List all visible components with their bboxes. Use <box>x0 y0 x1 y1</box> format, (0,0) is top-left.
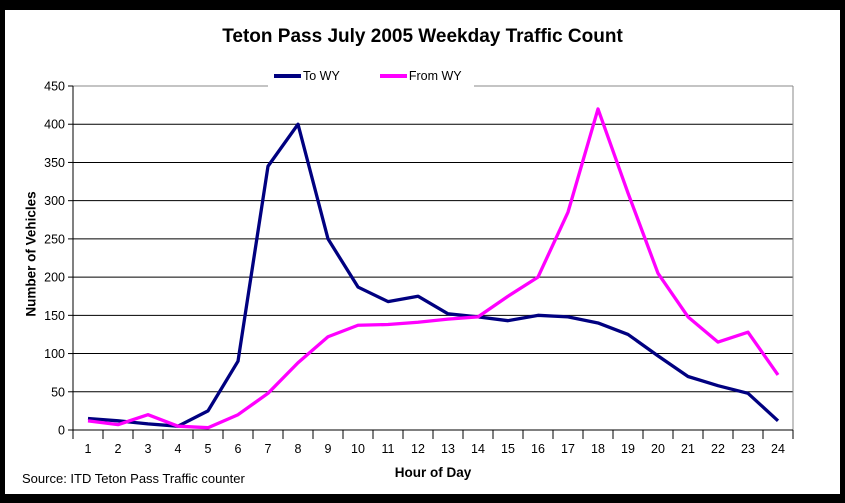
x-tick-label: 19 <box>621 442 635 456</box>
to-wy-legend-label: To WY <box>303 69 340 83</box>
y-tick-label: 150 <box>44 309 65 323</box>
from-wy-line-swatch <box>379 74 407 78</box>
y-tick-label: 200 <box>44 271 65 285</box>
x-tick-label: 6 <box>235 442 242 456</box>
to-wy-line-swatch <box>274 74 301 78</box>
x-tick-label: 24 <box>771 442 785 456</box>
x-tick-label: 1 <box>85 442 92 456</box>
x-tick-label: 4 <box>175 442 182 456</box>
x-tick-label: 18 <box>591 442 605 456</box>
legend-item-to-wy: To WY <box>274 69 340 83</box>
x-tick-label: 5 <box>205 442 212 456</box>
x-tick-label: 9 <box>325 442 332 456</box>
series-line-from-wy <box>87 107 780 430</box>
x-tick-label: 11 <box>382 442 395 456</box>
from-wy-legend-label: From WY <box>408 69 462 83</box>
y-tick-label: 300 <box>44 194 65 208</box>
x-tick-label: 21 <box>681 442 695 456</box>
x-tick-label: 2 <box>115 442 122 456</box>
x-axis-title: Hour of Day <box>394 465 472 480</box>
series-line-to-wy <box>87 122 780 428</box>
x-tick-label: 8 <box>295 442 302 456</box>
x-tick-label: 22 <box>711 442 725 456</box>
x-tick-label: 10 <box>351 442 365 456</box>
x-tick-label: 20 <box>651 442 665 456</box>
y-tick-label: 350 <box>44 156 65 170</box>
y-tick-label: 50 <box>51 385 65 399</box>
x-tick-label: 16 <box>531 442 545 456</box>
x-tick-label: 17 <box>561 442 575 456</box>
x-tick-label: 3 <box>145 442 152 456</box>
x-tick-label: 13 <box>441 442 455 456</box>
chart-title: Teton Pass July 2005 Weekday Traffic Cou… <box>222 26 623 47</box>
x-tick-label: 12 <box>411 442 425 456</box>
x-tick-label: 7 <box>265 442 272 456</box>
legend-item-from-wy: From WY <box>379 69 462 83</box>
legend: To WY From WY <box>268 65 474 91</box>
y-tick-label: 450 <box>44 80 65 94</box>
y-axis-title: Number of Vehicles <box>23 191 39 317</box>
y-tick-label: 250 <box>44 232 65 246</box>
y-tick-label: 0 <box>58 424 65 438</box>
x-tick-label: 23 <box>741 442 755 456</box>
y-tick-label: 100 <box>44 347 65 361</box>
x-tick-label: 14 <box>471 442 485 456</box>
y-tick-label: 400 <box>44 118 65 132</box>
x-tick-label: 15 <box>501 442 515 456</box>
source-note: Source: ITD Teton Pass Traffic counter <box>22 471 245 486</box>
